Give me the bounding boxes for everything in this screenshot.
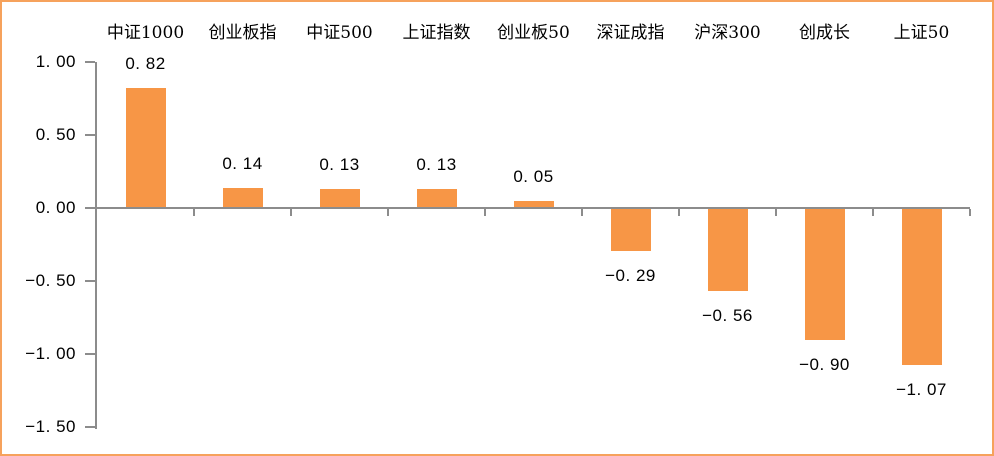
x-axis-tick	[678, 209, 680, 216]
bar-value-label: 0. 13	[416, 155, 457, 175]
category-label: 创成长	[799, 23, 850, 43]
category-label: 中证500	[306, 23, 373, 43]
y-axis-tick	[85, 134, 95, 136]
x-axis-tick	[290, 209, 292, 216]
y-axis-line	[95, 62, 97, 429]
y-axis-tick-label: −0. 50	[25, 271, 76, 290]
x-axis-zero-line	[97, 207, 970, 209]
bar	[125, 88, 166, 208]
category-label: 创业板指	[208, 23, 277, 43]
y-axis-tick-label: 0. 00	[35, 198, 76, 217]
x-axis-tick	[969, 209, 971, 216]
bar-value-label: −0. 56	[702, 305, 753, 325]
bar	[610, 209, 651, 252]
bar	[707, 209, 748, 291]
bar	[416, 189, 457, 208]
y-axis-tick-label: −1. 50	[25, 417, 76, 436]
category-label: 沪深300	[694, 23, 761, 43]
bar-value-label: −1. 07	[896, 380, 947, 400]
y-axis-tick-label: 0. 50	[35, 125, 76, 144]
category-label: 创业板50	[497, 23, 570, 43]
bar	[222, 187, 263, 208]
x-axis-tick	[193, 209, 195, 216]
bar-value-label: −0. 29	[605, 266, 656, 286]
y-axis-tick-label: 1. 00	[35, 52, 76, 71]
y-axis-tick-label: −1. 00	[25, 344, 76, 363]
y-axis-tick	[85, 353, 95, 355]
bar-value-label: 0. 05	[513, 166, 554, 186]
bar	[513, 200, 554, 208]
x-axis-tick	[872, 209, 874, 216]
x-axis-tick	[387, 209, 389, 216]
category-label: 中证1000	[106, 23, 185, 43]
y-axis-tick	[85, 207, 95, 209]
bar-value-label: 0. 82	[125, 54, 166, 74]
x-axis-tick	[484, 209, 486, 216]
category-label: 深证成指	[596, 23, 665, 43]
bar-value-label: 0. 13	[319, 155, 360, 175]
y-axis-tick	[85, 426, 95, 428]
bar-value-label: 0. 14	[222, 153, 263, 173]
y-axis-tick	[85, 61, 95, 63]
y-axis-tick	[85, 280, 95, 282]
bar	[319, 189, 360, 208]
bar	[901, 209, 942, 366]
bar	[804, 209, 845, 341]
x-axis-tick	[581, 209, 583, 216]
x-axis-tick	[775, 209, 777, 216]
category-label: 上证指数	[402, 23, 471, 43]
bar-value-label: −0. 90	[799, 355, 850, 375]
category-label: 上证50	[893, 23, 950, 43]
